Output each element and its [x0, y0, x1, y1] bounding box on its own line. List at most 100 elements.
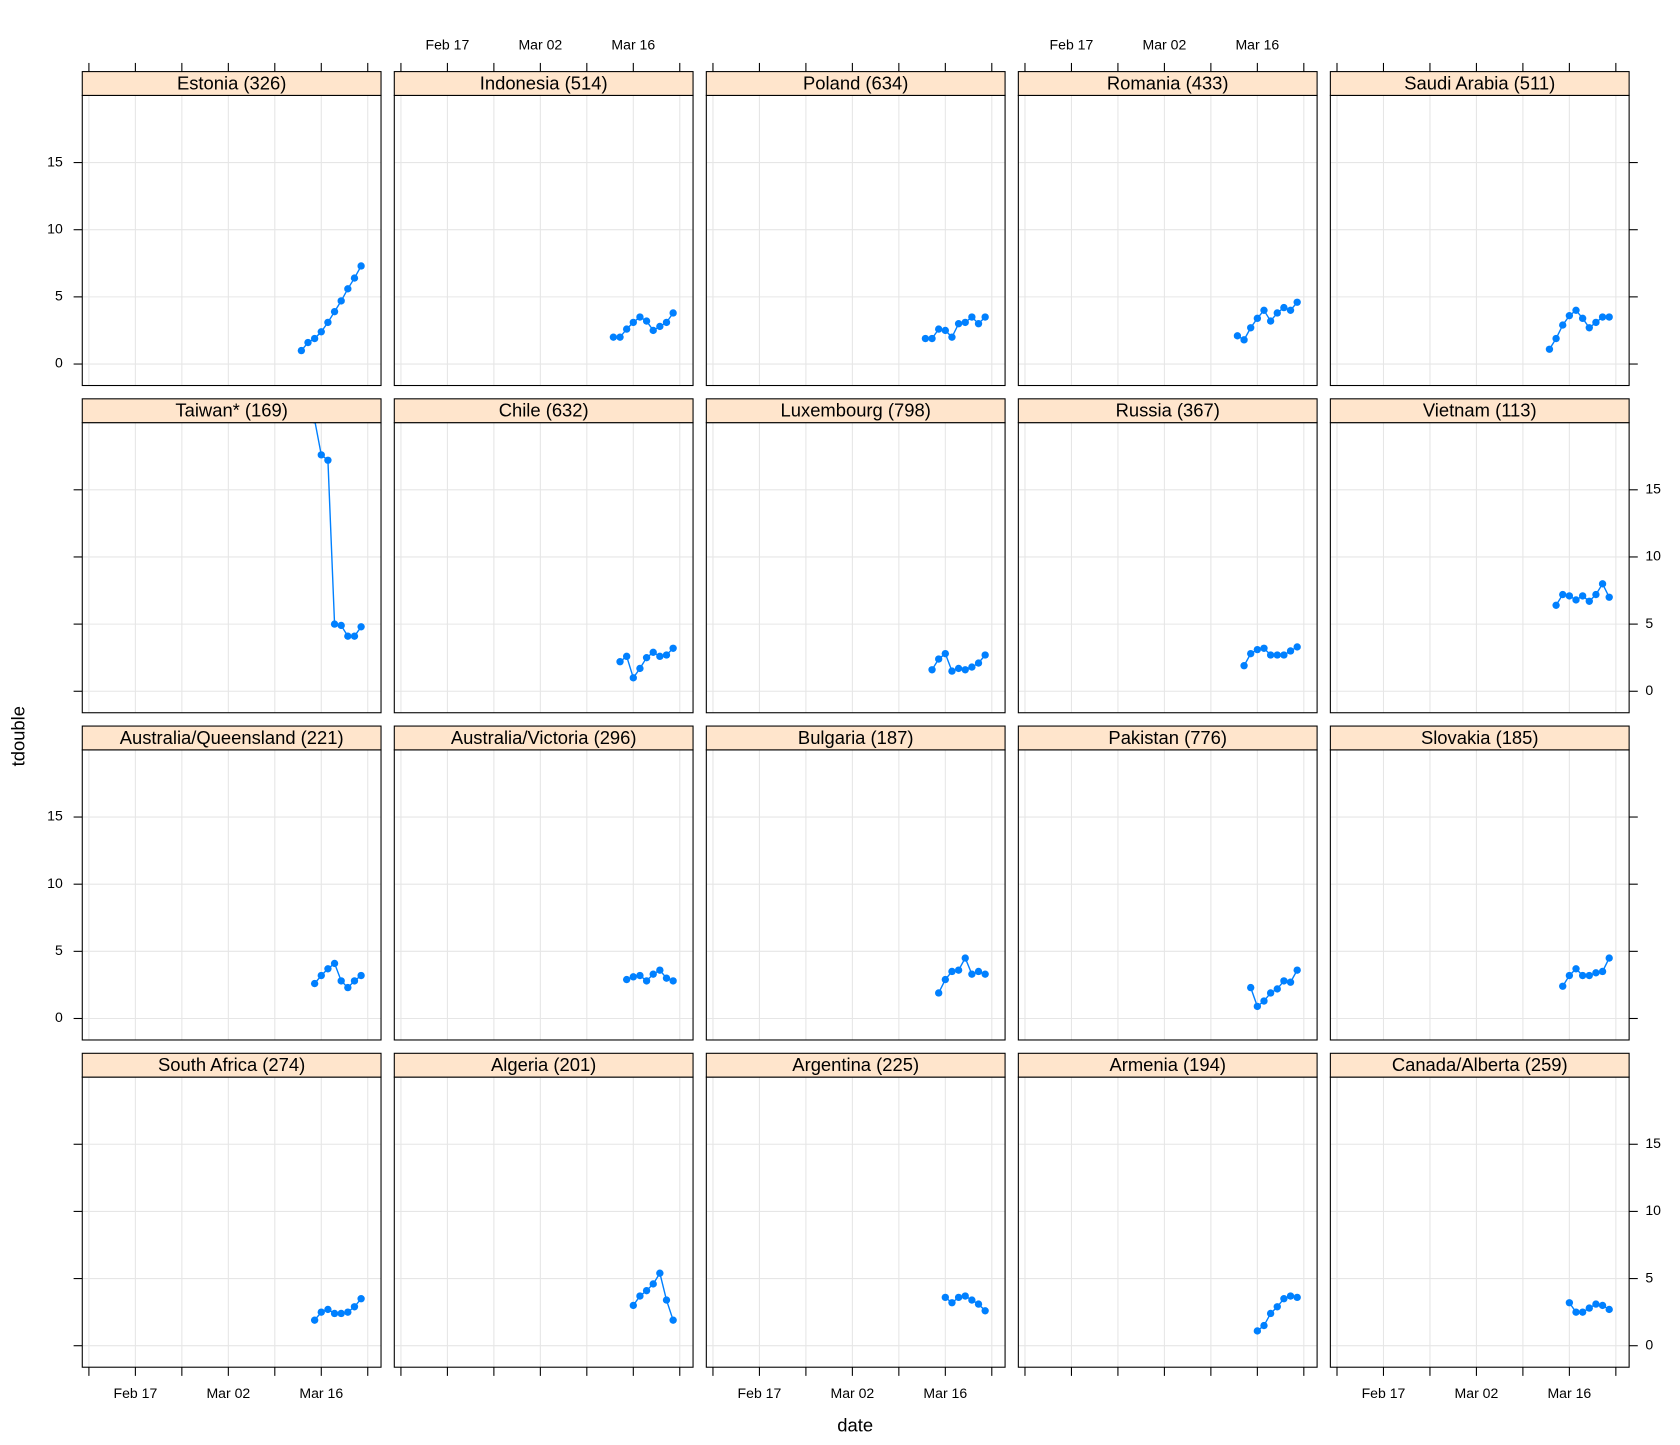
strip	[81, 1052, 382, 1078]
point	[968, 1296, 976, 1304]
point	[622, 325, 631, 333]
x-tick-label: Feb 17	[1050, 36, 1094, 52]
point	[974, 967, 983, 976]
x-axis-title: date	[837, 1415, 873, 1436]
point	[961, 954, 969, 962]
point	[1565, 1299, 1574, 1307]
point	[310, 334, 319, 343]
point	[1552, 601, 1560, 609]
point	[981, 313, 989, 321]
point	[1592, 590, 1600, 599]
point	[337, 1309, 345, 1318]
point	[1253, 314, 1262, 323]
y-tick-label: 15	[47, 808, 63, 824]
point	[337, 297, 345, 305]
line	[1548, 309, 1610, 350]
panel-frame	[81, 422, 382, 714]
point	[1240, 336, 1248, 344]
x-tick-label: Mar 02	[1143, 36, 1187, 52]
point	[968, 663, 976, 671]
point	[1293, 643, 1301, 651]
point	[1578, 1308, 1587, 1316]
panel-frame	[1329, 422, 1630, 714]
point	[642, 1286, 651, 1295]
strip-title: Bulgaria (187)	[798, 727, 914, 748]
y-tick-label: 0	[55, 1009, 63, 1025]
point	[350, 632, 359, 640]
point	[324, 318, 332, 327]
point	[1266, 1309, 1275, 1318]
strip	[1329, 725, 1630, 751]
point	[636, 313, 644, 321]
y-tick-label: 15	[47, 153, 63, 169]
x-tick-label: Mar 02	[1455, 1385, 1499, 1401]
point	[310, 979, 319, 988]
y-tick-label: 5	[1645, 1269, 1653, 1285]
point	[622, 652, 631, 661]
strip	[393, 71, 694, 96]
strip-title: Algeria (201)	[491, 1054, 596, 1075]
point	[961, 318, 969, 327]
point	[310, 1316, 319, 1324]
point	[1286, 1292, 1295, 1300]
y-axis-title: tdouble	[7, 706, 28, 766]
series	[629, 1269, 677, 1324]
x-tick-label: Mar 16	[299, 1385, 343, 1401]
point	[656, 652, 664, 661]
series	[622, 966, 677, 985]
point	[1240, 662, 1248, 670]
point	[1293, 966, 1301, 974]
point	[1572, 1308, 1580, 1316]
strip	[1329, 71, 1630, 96]
point	[941, 1293, 950, 1302]
panel-frame	[81, 1076, 382, 1368]
point	[948, 967, 956, 976]
point	[1233, 332, 1242, 340]
series	[1247, 966, 1301, 1011]
point	[1605, 593, 1613, 601]
strip	[1017, 725, 1318, 751]
point	[1585, 324, 1593, 332]
point	[1598, 967, 1607, 976]
point	[357, 971, 365, 980]
strip-title: Pakistan (776)	[1108, 727, 1227, 748]
strip-title: Poland (634)	[803, 72, 908, 93]
strip-title: Chile (632)	[499, 400, 589, 421]
point	[1605, 313, 1613, 321]
point	[974, 659, 983, 667]
strip	[705, 725, 1006, 751]
point	[317, 971, 325, 980]
series	[921, 313, 989, 343]
series	[1233, 298, 1301, 344]
point	[1578, 592, 1587, 600]
point	[968, 970, 976, 978]
point	[1592, 318, 1600, 327]
point	[948, 1299, 956, 1307]
point	[1572, 306, 1580, 314]
point	[1293, 298, 1301, 306]
point	[616, 658, 624, 666]
point	[1605, 1305, 1613, 1314]
point	[1293, 1293, 1301, 1302]
point	[662, 318, 671, 327]
strip	[393, 398, 694, 424]
series	[310, 1295, 365, 1324]
point	[1273, 309, 1281, 317]
point	[1247, 324, 1255, 332]
point	[1559, 590, 1567, 599]
point	[622, 975, 631, 984]
x-tick-label: Mar 16	[1235, 36, 1279, 52]
series	[297, 262, 365, 355]
strip	[705, 1052, 1006, 1078]
point	[1260, 1321, 1268, 1330]
point	[357, 1295, 365, 1303]
series	[1253, 1292, 1301, 1335]
panel-frame	[705, 94, 1006, 387]
point	[649, 648, 657, 656]
point	[642, 977, 651, 985]
point	[1266, 989, 1275, 997]
strip-title: Russia (367)	[1116, 400, 1220, 421]
x-tick-label: Mar 02	[206, 1385, 250, 1401]
point	[649, 1280, 657, 1288]
